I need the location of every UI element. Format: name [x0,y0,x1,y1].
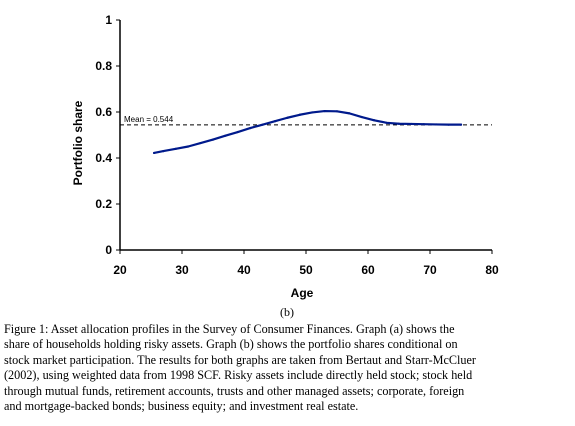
series-point [435,123,438,126]
x-tick-label: 70 [423,263,437,277]
series-point [162,150,165,153]
x-tick-label: 20 [113,263,127,277]
series-point [335,110,339,113]
y-tick-label: 0 [105,243,112,257]
series-point [261,123,264,126]
y-tick-label: 0.4 [95,151,112,165]
x-tick-label: 50 [299,263,313,277]
tick-marks [116,19,493,254]
y-tick-label: 1 [105,13,112,27]
portfolio-share-chart: 0 0.2 0.4 0.6 0.8 1 20 30 40 50 60 70 80 Mean = 0.54… [71,13,499,319]
y-axis-title: Portfolio share [71,100,85,185]
series-point [360,115,363,119]
x-axis-title: Age [291,286,314,300]
y-tick-label: 0.6 [95,105,112,119]
series-point [397,122,401,125]
x-tick-label: 80 [485,263,499,277]
series-point [323,109,326,113]
y-tick-label: 0.8 [95,59,112,73]
panel-label: (b) [280,305,294,319]
series-point [373,119,376,122]
series-point [348,112,351,115]
series-point [298,113,301,116]
x-tick-label: 40 [237,263,251,277]
series-point [211,138,215,141]
x-tick-label: 60 [361,263,375,277]
series-point [385,121,388,124]
series-point [199,141,202,145]
figure-caption: Figure 1: Asset allocation profiles in t… [4,322,572,414]
series-point [273,120,277,123]
caption-line: through mutual funds, retirement account… [4,383,465,398]
series-line [153,109,463,155]
caption-line: (2002), using weighted data from 1998 SC… [4,368,473,383]
series-point [224,134,227,137]
caption-line: Figure 1: Asset allocation profiles in t… [4,322,455,336]
series-point [236,130,239,134]
series-point [249,127,252,130]
series-group [153,109,463,155]
mean-label: Mean = 0.544 [124,115,174,124]
axes [119,20,492,251]
series-point [410,122,413,126]
series-point [187,145,190,148]
series-point [447,123,450,126]
series-point [311,111,314,114]
series-point [459,123,463,126]
series-point [153,151,156,155]
caption-line: and mortgage-backed bonds; business equi… [4,399,359,414]
tick-labels: 0 0.2 0.4 0.6 0.8 1 20 30 40 50 60 70 80 [95,13,499,277]
y-tick-label: 0.2 [95,197,112,211]
caption-line: share of households holding risky assets… [4,337,458,352]
series-point [174,147,177,150]
x-tick-label: 30 [175,263,189,277]
series-point [422,123,425,126]
caption-line: stock market participation. The results … [4,352,476,367]
series-point [286,116,289,119]
